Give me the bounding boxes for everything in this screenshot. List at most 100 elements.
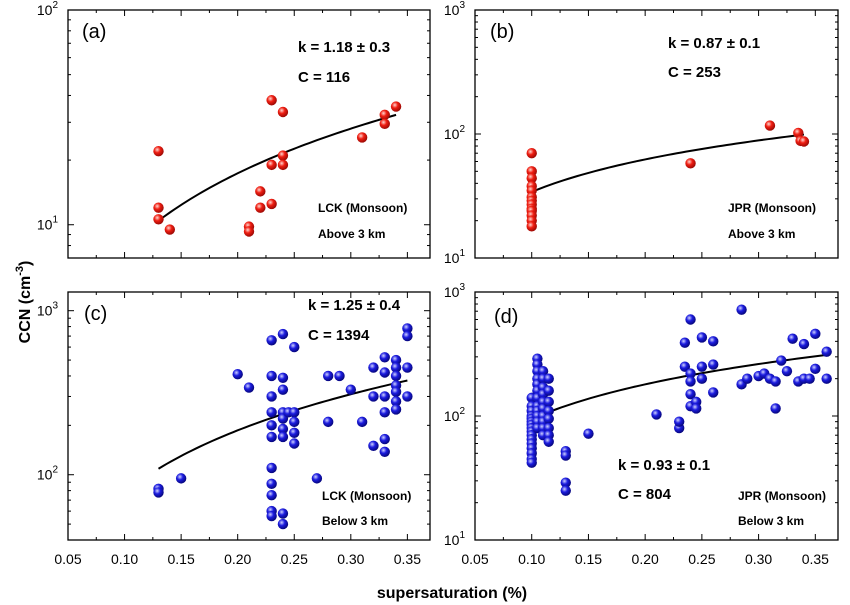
data-point <box>708 387 719 398</box>
data-point <box>356 132 368 143</box>
fit-curve <box>157 113 397 222</box>
k-annotation: k = 0.93 ± 0.1 <box>618 457 710 474</box>
data-point <box>277 159 289 171</box>
x-tick-label: 0.05 <box>461 551 488 567</box>
data-point <box>537 365 549 377</box>
c-annotation: C = 116 <box>298 69 350 86</box>
site-note: JPR (Monsoon) <box>728 201 816 215</box>
data-point <box>708 336 719 347</box>
data-point <box>289 427 300 439</box>
data-point <box>175 473 187 484</box>
data-point <box>289 407 300 418</box>
site-note: LCK (Monsoon) <box>322 489 411 503</box>
site-note: JPR (Monsoon) <box>738 489 826 503</box>
c-annotation: C = 253 <box>668 64 721 81</box>
data-point <box>736 304 747 315</box>
data-point <box>402 323 413 334</box>
data-point <box>368 362 379 373</box>
data-point <box>266 510 277 522</box>
panel-label: (d) <box>494 306 518 328</box>
y-axis-title-sup: -3 <box>14 266 26 276</box>
data-point <box>311 473 323 484</box>
data-point <box>277 384 289 395</box>
data-point <box>379 352 390 363</box>
x-tick-label: 0.35 <box>802 551 829 567</box>
data-point <box>651 409 662 420</box>
data-point <box>322 416 334 428</box>
data-point <box>685 376 696 387</box>
data-point <box>679 361 691 372</box>
data-point <box>810 363 821 375</box>
data-point <box>277 150 289 161</box>
data-point <box>277 423 289 435</box>
panel-d: 0.05 0.10 0.15 0.20 0.25 0.30 0.35 101 102 103 (d)… <box>444 282 839 567</box>
data-point <box>543 396 554 408</box>
y-tick-label: 103 <box>444 282 466 300</box>
data-point <box>368 391 379 402</box>
data-point <box>255 186 266 197</box>
x-tick-label: 0.25 <box>281 551 308 567</box>
panel-label: (a) <box>82 21 106 43</box>
k-annotation: k = 1.25 ± 0.4 <box>308 297 401 314</box>
y-axis-title-close: ) <box>17 261 34 266</box>
data-point <box>255 202 266 213</box>
y-tick-label: 102 <box>37 0 59 18</box>
data-point <box>266 95 277 106</box>
data-point <box>153 487 164 498</box>
y-tick-label: 103 <box>444 0 466 18</box>
data-point <box>390 370 402 382</box>
data-point <box>379 446 390 457</box>
x-tick-label: 0.15 <box>168 551 195 567</box>
fit-curve <box>531 133 805 193</box>
data-point <box>345 384 357 395</box>
data-point <box>776 355 787 366</box>
data-point <box>685 158 696 169</box>
panels: 101 102 (a) k = 1.18 ± 0.3 C = 116 LCK (Monso… <box>37 0 839 567</box>
data-point <box>289 438 300 449</box>
data-point <box>390 101 402 112</box>
y-axis-title-main: CCN (cm <box>17 276 34 344</box>
data-point <box>526 221 537 232</box>
k-annotation: k = 1.18 ± 0.3 <box>298 39 390 56</box>
data-point <box>356 416 368 428</box>
x-tick-label: 0.30 <box>337 551 364 567</box>
y-tick-label: 101 <box>444 530 466 548</box>
data-point <box>368 440 379 452</box>
data-point <box>804 373 815 384</box>
data-point <box>277 372 289 383</box>
data-point <box>390 386 402 398</box>
data-point <box>153 146 164 157</box>
y-tick-label: 102 <box>444 406 466 424</box>
data-point <box>266 420 277 431</box>
data-point <box>543 436 554 447</box>
data-point <box>402 330 413 342</box>
altitude-note: Below 3 km <box>738 514 804 528</box>
data-point <box>379 433 390 445</box>
data-point <box>787 333 798 344</box>
data-point <box>685 388 696 400</box>
data-point <box>696 332 708 343</box>
data-point <box>781 365 793 377</box>
panel-label: (c) <box>84 303 107 325</box>
data-point <box>560 477 571 488</box>
data-point <box>770 376 781 387</box>
data-point <box>334 370 345 382</box>
data-point <box>679 337 691 348</box>
x-tick-label: 0.15 <box>575 551 602 567</box>
data-point <box>266 391 277 402</box>
data-point <box>742 373 753 384</box>
altitude-note: Above 3 km <box>728 227 795 241</box>
y-tick-label: 102 <box>444 124 466 142</box>
data-point <box>266 198 277 210</box>
data-point <box>543 413 554 424</box>
data-point <box>685 368 696 379</box>
data-point <box>277 431 289 443</box>
data-point <box>289 416 300 428</box>
data-point <box>266 159 277 171</box>
data-point <box>821 346 832 357</box>
data-point <box>266 462 277 474</box>
data-point <box>793 127 804 139</box>
data-point <box>673 416 685 427</box>
data-point <box>277 328 289 340</box>
